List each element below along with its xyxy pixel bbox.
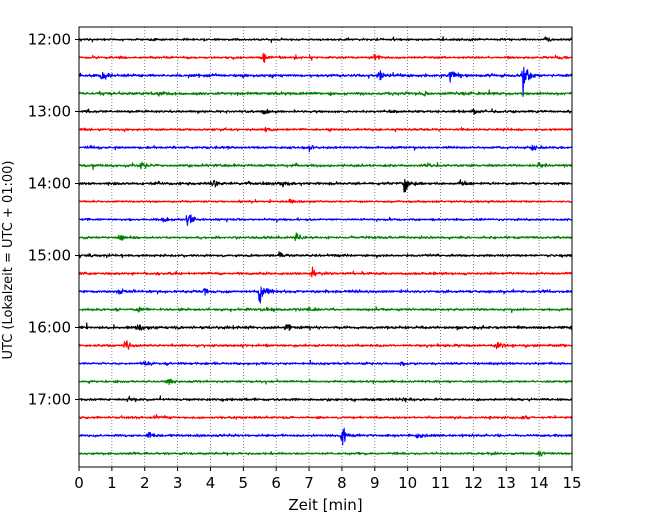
trace-1415	[78, 198, 573, 204]
y-axis-label: UTC (Lokalzeit = UTC + 01:00)	[1, 161, 16, 360]
x-tick-label: 14	[530, 474, 549, 492]
x-tick-label: 4	[206, 474, 216, 492]
trace-1430	[78, 214, 573, 227]
trace-1345	[78, 161, 573, 171]
x-tick-label: 8	[337, 474, 347, 492]
trace-1730	[78, 427, 573, 446]
x-tick-label: 0	[74, 474, 84, 492]
x-tick-label: 2	[140, 474, 150, 492]
x-ticks: 0 1 2 3 4 5 6 7 8 9 10 11 12 13 14 15	[74, 467, 582, 492]
x-tick-label: 1	[107, 474, 117, 492]
y-tick-label: 15:00	[28, 247, 71, 265]
y-tick-label: 12:00	[28, 31, 71, 49]
x-tick-label: 9	[370, 474, 380, 492]
y-tick-label: 17:00	[28, 391, 71, 409]
x-axis-label: Zeit [min]	[288, 496, 362, 514]
x-tick-label: 12	[464, 474, 483, 492]
trace-1330	[78, 144, 573, 153]
trace-1515	[78, 266, 573, 278]
x-tick-label: 15	[562, 474, 581, 492]
x-tick-label: 13	[497, 474, 516, 492]
trace-1545	[78, 306, 573, 314]
x-tick-label: 5	[239, 474, 249, 492]
grid-lines	[111, 27, 540, 467]
trace-1500	[78, 251, 573, 259]
trace-1530	[78, 286, 573, 304]
trace-1400	[78, 178, 573, 193]
y-tick-label: 14:00	[28, 175, 71, 193]
trace-1745	[78, 450, 573, 457]
trace-1715	[78, 413, 573, 420]
trace-1615	[78, 340, 573, 350]
plot-frame	[78, 26, 573, 468]
traces	[78, 36, 573, 457]
x-tick-label: 11	[431, 474, 450, 492]
trace-1700	[78, 395, 573, 403]
y-tick-label: 16:00	[28, 319, 71, 337]
trace-1315	[78, 126, 573, 133]
trace-1445	[78, 232, 573, 242]
x-tick-label: 3	[173, 474, 183, 492]
trace-1630	[78, 359, 573, 367]
trace-1600	[78, 322, 573, 332]
x-tick-label: 7	[304, 474, 314, 492]
trace-1645	[78, 378, 573, 386]
trace-1300	[78, 108, 573, 115]
x-tick-label: 10	[398, 474, 417, 492]
y-tick-label: 13:00	[28, 103, 71, 121]
x-tick-label: 6	[271, 474, 281, 492]
trace-1245	[78, 89, 573, 97]
trace-1230	[78, 66, 573, 98]
trace-1200	[78, 36, 573, 44]
y-ticks: 12:00 13:00 14:00 15:00 16:00 17:00	[28, 31, 79, 409]
trace-1215	[78, 52, 573, 63]
